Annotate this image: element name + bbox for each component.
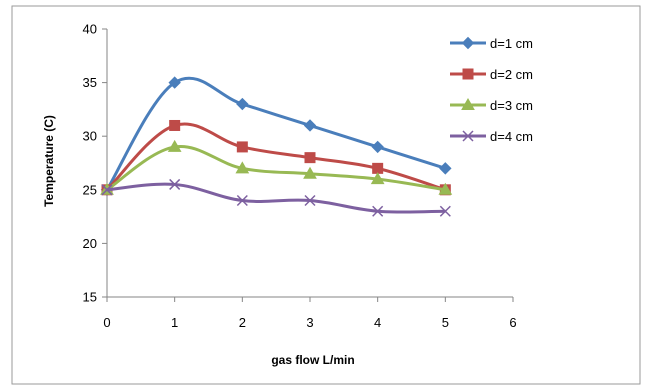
x-tick-label: 2 [239,315,246,330]
legend-item: d=3 cm [450,97,533,113]
legend-label: d=3 cm [490,98,533,113]
data-point [439,162,452,175]
legend-label: d=4 cm [490,129,533,144]
data-point [372,205,384,217]
data-point [169,119,181,131]
legend-label: d=2 cm [490,67,533,82]
series-line [105,122,446,192]
x-tick-label: 6 [509,315,516,330]
y-tick-label: 25 [83,182,97,197]
legend-marker [462,130,474,142]
data-point [304,152,316,164]
data-point [304,194,316,207]
legend-item: d=2 cm [450,67,533,82]
data-point [303,166,317,179]
series-4 [101,178,451,217]
legend: d=1 cm d=2 cm d=3 cm d=4 cm [450,36,533,144]
data-point [167,139,182,152]
x-tick-label: 3 [306,315,313,330]
axes: 15 20 25 30 35 40 0 1 2 3 4 5 6 [83,22,517,331]
legend-marker [462,68,474,80]
data-point [372,162,384,174]
data-point [236,194,248,207]
data-point [236,97,249,111]
legend-label: d=1 cm [490,36,533,51]
x-axis-title: gas flow L/min [271,353,354,367]
y-tick-label: 20 [83,236,97,251]
series-line [106,182,446,214]
data-point [439,205,451,217]
x-tick-label: 5 [442,315,449,330]
series-3 [100,139,453,195]
data-point [168,76,181,89]
y-tick-label: 15 [83,290,97,305]
chart-border [11,5,641,385]
x-tick-label: 1 [171,315,178,330]
x-tick-label: 4 [374,315,381,330]
data-point [438,182,453,195]
x-tick-label: 0 [103,315,110,330]
series-group [100,76,453,217]
data-point [235,161,250,174]
data-point [169,178,181,190]
legend-item: d=4 cm [450,129,533,144]
y-tick-label: 30 [83,129,97,144]
data-point [370,172,385,185]
series-line [106,144,446,192]
y-tick-label: 35 [83,75,97,90]
data-point [101,184,113,196]
data-point [371,140,384,154]
y-tick-label: 40 [83,22,97,37]
legend-item: d=1 cm [450,36,533,51]
legend-marker [461,97,475,110]
data-point [236,141,248,153]
data-point [303,119,317,132]
legend-marker [461,36,475,50]
y-axis-title: Temperature (C) [42,115,56,207]
